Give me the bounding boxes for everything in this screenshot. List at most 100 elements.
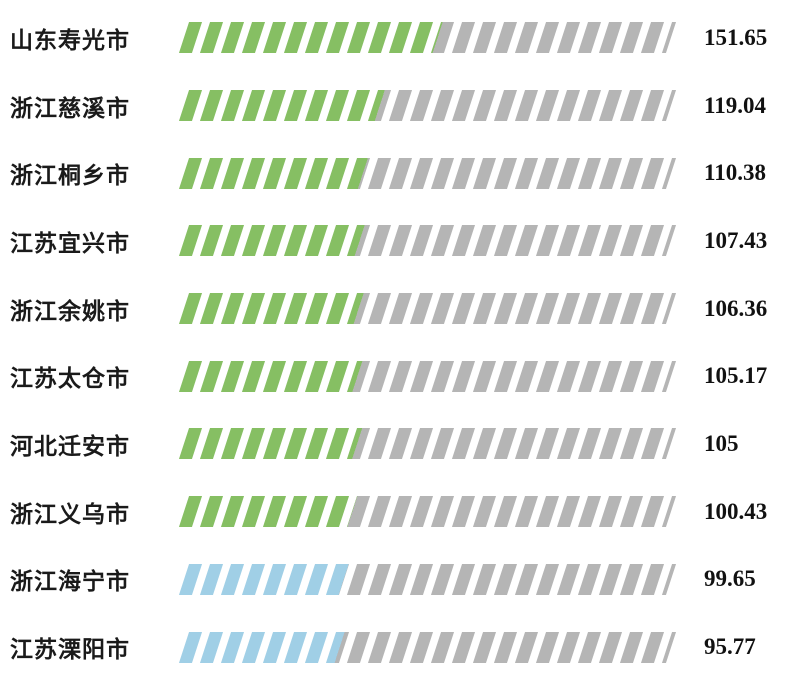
bar-segment	[325, 631, 350, 663]
bar-segment	[325, 360, 350, 392]
bar-segment	[325, 157, 350, 189]
bar-segment	[430, 360, 455, 392]
bar-segment	[283, 563, 308, 595]
bar-segment	[241, 22, 266, 54]
bar-segment	[241, 293, 266, 325]
bar-segment	[640, 22, 665, 54]
bar-segment	[640, 428, 665, 460]
bar-segment	[241, 563, 266, 595]
bar-segment	[619, 293, 644, 325]
bar-segment	[493, 563, 518, 595]
bar-segment	[262, 293, 287, 325]
bar-segment	[304, 157, 329, 189]
bar-segment	[514, 90, 539, 122]
bar-segment	[388, 360, 413, 392]
bar-endcap	[661, 563, 677, 595]
bar-segment	[451, 631, 476, 663]
bar-segment	[451, 428, 476, 460]
chart-row: 河北迁安市 105	[0, 427, 800, 461]
bar-endcap	[661, 360, 677, 392]
category-label: 浙江桐乡市	[10, 163, 130, 189]
bar-segment	[241, 360, 266, 392]
bar-segment	[577, 631, 602, 663]
bar-endcap	[661, 225, 677, 257]
bar-segment	[220, 90, 245, 122]
bar-segment	[220, 293, 245, 325]
bar-segment	[472, 563, 497, 595]
bar-segment	[220, 22, 245, 54]
chart-row: 山东寿光市 151.65	[0, 21, 800, 55]
bar-segment	[325, 22, 350, 54]
bar-segment	[430, 631, 455, 663]
bar-segment	[346, 360, 371, 392]
bar-segment	[304, 563, 329, 595]
bar-segment	[451, 496, 476, 528]
bar-segment	[388, 22, 413, 54]
bar-segment	[178, 293, 203, 325]
bar-segment	[577, 90, 602, 122]
bar-segment	[451, 157, 476, 189]
bar-segment	[556, 563, 581, 595]
bar-segment	[472, 90, 497, 122]
bar-segment	[325, 428, 350, 460]
bar-segment	[304, 293, 329, 325]
bar-segment	[577, 225, 602, 257]
bar-segment	[262, 225, 287, 257]
bar-segment	[640, 157, 665, 189]
bar-segment	[388, 631, 413, 663]
bar-segment	[556, 631, 581, 663]
bar-segment	[514, 360, 539, 392]
segmented-bar	[178, 225, 677, 257]
bar-segment	[199, 631, 224, 663]
bar-segment	[388, 563, 413, 595]
bar-segment	[493, 631, 518, 663]
bar-segment	[388, 157, 413, 189]
bar-segment	[598, 90, 623, 122]
bar-segment	[325, 293, 350, 325]
bar-segment	[220, 360, 245, 392]
bar-segment	[640, 563, 665, 595]
bar-segment	[367, 22, 392, 54]
bar-segment	[199, 563, 224, 595]
bar-segment	[451, 225, 476, 257]
bar-segment	[409, 496, 434, 528]
bar-segment	[262, 563, 287, 595]
bar-segment	[178, 225, 203, 257]
bar-segment	[577, 360, 602, 392]
bar-segment	[451, 360, 476, 392]
bar-segment	[535, 157, 560, 189]
bar-segment	[409, 360, 434, 392]
bar-segment	[262, 90, 287, 122]
bar-segment	[493, 496, 518, 528]
bar-segment	[325, 496, 350, 528]
bar-segment	[640, 360, 665, 392]
category-label: 浙江海宁市	[10, 569, 130, 595]
bar-segment	[241, 631, 266, 663]
segmented-bar	[178, 563, 677, 595]
bar-segment	[514, 22, 539, 54]
bar-segment	[283, 496, 308, 528]
chart-row: 江苏溧阳市 95.77	[0, 630, 800, 664]
bar-segment	[472, 22, 497, 54]
bar-segment	[325, 225, 350, 257]
bar-segment	[283, 90, 308, 122]
bar-segment	[304, 496, 329, 528]
bar-segment	[577, 22, 602, 54]
bar-segment	[388, 496, 413, 528]
category-label: 江苏溧阳市	[10, 637, 130, 663]
bar-segment	[262, 22, 287, 54]
bar-segment	[619, 90, 644, 122]
bar-segment	[241, 157, 266, 189]
bar-segment	[283, 428, 308, 460]
value-label: 107.43	[704, 227, 768, 253]
bar-segment	[409, 157, 434, 189]
value-label: 100.43	[704, 498, 768, 524]
bar-segment	[409, 90, 434, 122]
bar-segment	[430, 496, 455, 528]
bar-segment	[409, 563, 434, 595]
bar-segment	[535, 360, 560, 392]
bar-segment	[304, 360, 329, 392]
bar-segment	[283, 631, 308, 663]
bar-segment	[388, 293, 413, 325]
